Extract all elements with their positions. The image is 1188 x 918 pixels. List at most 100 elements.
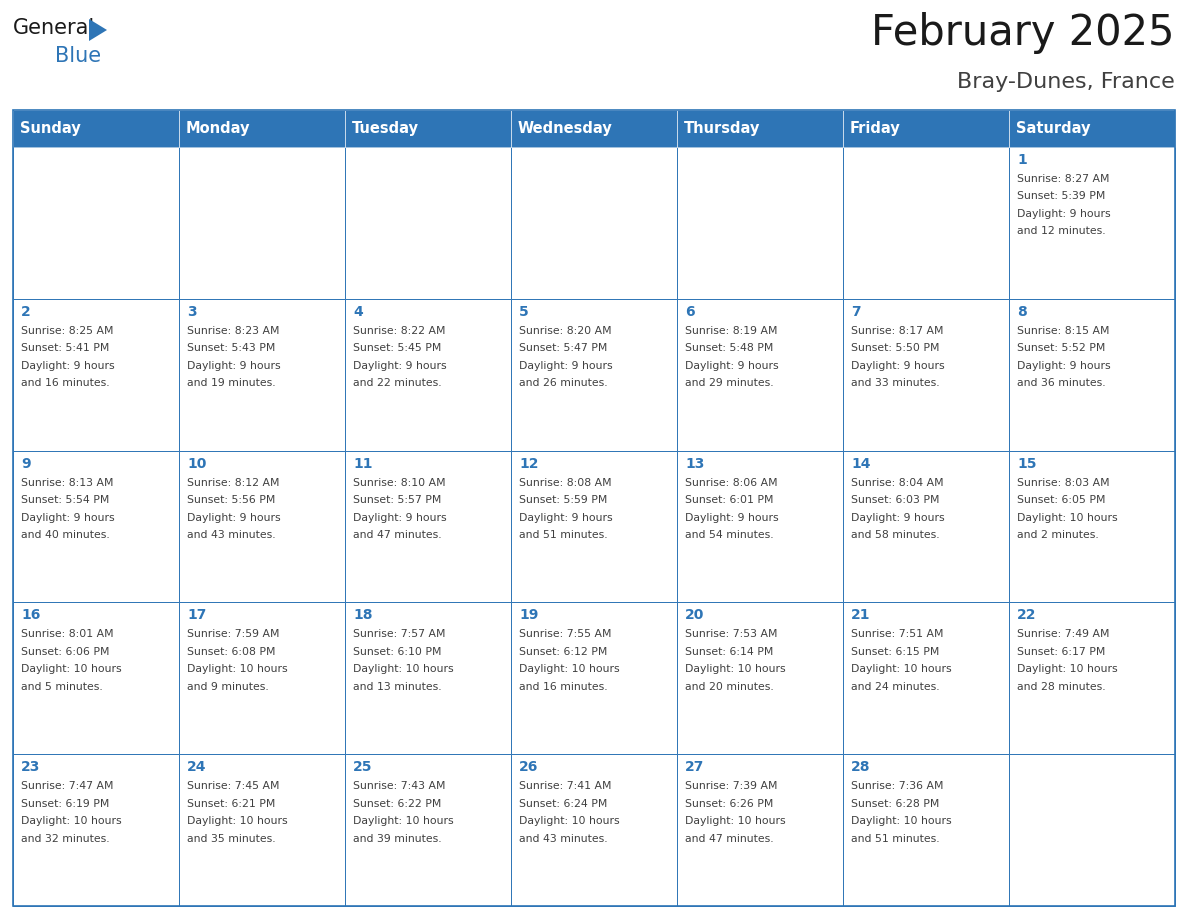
Text: 10: 10 <box>188 456 207 471</box>
Text: Daylight: 9 hours: Daylight: 9 hours <box>353 512 447 522</box>
Bar <box>13 147 179 298</box>
Text: and 47 minutes.: and 47 minutes. <box>353 530 442 540</box>
Text: 19: 19 <box>519 609 538 622</box>
Text: Sunrise: 7:59 AM: Sunrise: 7:59 AM <box>188 630 280 640</box>
Text: 20: 20 <box>685 609 704 622</box>
Text: Sunset: 6:08 PM: Sunset: 6:08 PM <box>188 647 276 657</box>
Bar <box>511 602 677 755</box>
Text: Sunset: 6:03 PM: Sunset: 6:03 PM <box>852 495 940 505</box>
Bar <box>179 110 345 147</box>
Text: Sunrise: 8:10 AM: Sunrise: 8:10 AM <box>353 477 446 487</box>
Text: 24: 24 <box>188 760 207 774</box>
Text: February 2025: February 2025 <box>872 12 1175 54</box>
Text: and 39 minutes.: and 39 minutes. <box>353 834 442 844</box>
Bar <box>13 110 179 147</box>
Bar <box>179 147 345 298</box>
Text: Daylight: 9 hours: Daylight: 9 hours <box>685 512 779 522</box>
Text: Sunset: 5:56 PM: Sunset: 5:56 PM <box>188 495 276 505</box>
Text: Daylight: 10 hours: Daylight: 10 hours <box>519 665 620 675</box>
Text: Sunday: Sunday <box>20 121 81 136</box>
Text: Sunrise: 8:13 AM: Sunrise: 8:13 AM <box>21 477 114 487</box>
Bar <box>13 110 1175 906</box>
Text: 27: 27 <box>685 760 704 774</box>
Text: Bray-Dunes, France: Bray-Dunes, France <box>958 72 1175 92</box>
Text: Saturday: Saturday <box>1016 121 1091 136</box>
Text: and 20 minutes.: and 20 minutes. <box>685 682 775 692</box>
Text: 28: 28 <box>852 760 871 774</box>
Text: and 19 minutes.: and 19 minutes. <box>188 378 276 388</box>
Text: Sunrise: 7:53 AM: Sunrise: 7:53 AM <box>685 630 778 640</box>
Bar <box>843 147 1009 298</box>
Bar <box>843 110 1009 147</box>
Bar <box>511 451 677 602</box>
Text: Sunset: 6:24 PM: Sunset: 6:24 PM <box>519 799 608 809</box>
Text: Daylight: 10 hours: Daylight: 10 hours <box>21 816 122 826</box>
Text: and 54 minutes.: and 54 minutes. <box>685 530 773 540</box>
Text: Sunset: 5:54 PM: Sunset: 5:54 PM <box>21 495 109 505</box>
Text: Sunrise: 8:25 AM: Sunrise: 8:25 AM <box>21 326 114 336</box>
Text: Sunset: 6:06 PM: Sunset: 6:06 PM <box>21 647 109 657</box>
Text: 9: 9 <box>21 456 31 471</box>
Text: Sunrise: 7:36 AM: Sunrise: 7:36 AM <box>852 781 943 791</box>
Text: Sunrise: 8:19 AM: Sunrise: 8:19 AM <box>685 326 778 336</box>
Text: Daylight: 10 hours: Daylight: 10 hours <box>1017 512 1118 522</box>
Text: and 16 minutes.: and 16 minutes. <box>21 378 110 388</box>
Text: 4: 4 <box>353 305 364 319</box>
Text: Sunset: 6:28 PM: Sunset: 6:28 PM <box>852 799 940 809</box>
Text: Daylight: 10 hours: Daylight: 10 hours <box>353 816 454 826</box>
Text: Sunrise: 8:04 AM: Sunrise: 8:04 AM <box>852 477 944 487</box>
Text: Sunset: 6:05 PM: Sunset: 6:05 PM <box>1017 495 1106 505</box>
Text: Sunrise: 8:27 AM: Sunrise: 8:27 AM <box>1017 174 1110 184</box>
Text: 5: 5 <box>519 305 529 319</box>
Text: Daylight: 9 hours: Daylight: 9 hours <box>852 361 944 371</box>
Text: Daylight: 10 hours: Daylight: 10 hours <box>852 816 952 826</box>
Text: and 29 minutes.: and 29 minutes. <box>685 378 773 388</box>
Text: Wednesday: Wednesday <box>518 121 612 136</box>
Text: and 35 minutes.: and 35 minutes. <box>188 834 276 844</box>
Bar <box>1009 451 1175 602</box>
Text: Sunrise: 8:22 AM: Sunrise: 8:22 AM <box>353 326 446 336</box>
Bar <box>13 755 179 906</box>
Text: 3: 3 <box>188 305 197 319</box>
Text: Blue: Blue <box>55 46 101 66</box>
Bar <box>511 755 677 906</box>
Text: 22: 22 <box>1017 609 1037 622</box>
Text: Daylight: 9 hours: Daylight: 9 hours <box>353 361 447 371</box>
Text: Sunrise: 8:23 AM: Sunrise: 8:23 AM <box>188 326 280 336</box>
Text: and 9 minutes.: and 9 minutes. <box>188 682 268 692</box>
Text: and 26 minutes.: and 26 minutes. <box>519 378 608 388</box>
Text: Daylight: 10 hours: Daylight: 10 hours <box>852 665 952 675</box>
Bar <box>677 451 843 602</box>
Text: 6: 6 <box>685 305 695 319</box>
Bar <box>843 602 1009 755</box>
Text: 26: 26 <box>519 760 538 774</box>
Text: and 28 minutes.: and 28 minutes. <box>1017 682 1106 692</box>
Text: Sunset: 5:48 PM: Sunset: 5:48 PM <box>685 343 773 353</box>
Text: and 12 minutes.: and 12 minutes. <box>1017 227 1106 237</box>
Text: Daylight: 10 hours: Daylight: 10 hours <box>519 816 620 826</box>
Text: Daylight: 10 hours: Daylight: 10 hours <box>685 816 786 826</box>
Text: Daylight: 9 hours: Daylight: 9 hours <box>519 361 613 371</box>
Text: Daylight: 10 hours: Daylight: 10 hours <box>685 665 786 675</box>
Bar <box>345 147 511 298</box>
Text: Daylight: 9 hours: Daylight: 9 hours <box>188 361 280 371</box>
Text: Daylight: 9 hours: Daylight: 9 hours <box>852 512 944 522</box>
Text: Daylight: 9 hours: Daylight: 9 hours <box>1017 361 1111 371</box>
Text: Daylight: 10 hours: Daylight: 10 hours <box>353 665 454 675</box>
Text: 23: 23 <box>21 760 40 774</box>
Polygon shape <box>89 19 107 41</box>
Text: Sunset: 5:45 PM: Sunset: 5:45 PM <box>353 343 442 353</box>
Bar <box>1009 298 1175 451</box>
Bar <box>13 298 179 451</box>
Text: 1: 1 <box>1017 153 1028 167</box>
Text: 14: 14 <box>852 456 871 471</box>
Text: Daylight: 10 hours: Daylight: 10 hours <box>21 665 122 675</box>
Text: Daylight: 9 hours: Daylight: 9 hours <box>1017 209 1111 219</box>
Bar <box>677 110 843 147</box>
Text: and 58 minutes.: and 58 minutes. <box>852 530 940 540</box>
Text: and 22 minutes.: and 22 minutes. <box>353 378 442 388</box>
Bar <box>677 298 843 451</box>
Text: Sunrise: 7:45 AM: Sunrise: 7:45 AM <box>188 781 280 791</box>
Text: and 47 minutes.: and 47 minutes. <box>685 834 773 844</box>
Bar <box>511 147 677 298</box>
